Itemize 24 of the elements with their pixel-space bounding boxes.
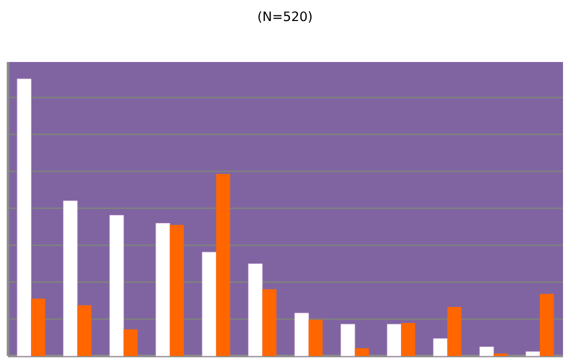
bar (202, 252, 216, 356)
bar (386, 324, 402, 356)
bar (170, 224, 184, 356)
bar (479, 346, 494, 356)
bar (77, 305, 92, 356)
bar (308, 320, 323, 356)
bar (401, 323, 416, 356)
bar (447, 306, 462, 356)
bar (124, 329, 138, 356)
bar (340, 324, 356, 356)
bar (248, 263, 263, 356)
bar (354, 348, 369, 356)
bar (31, 298, 46, 356)
bar (63, 200, 78, 356)
bar (109, 214, 124, 356)
bar (16, 78, 32, 356)
bar (540, 294, 554, 356)
bar (433, 338, 448, 356)
chart-title: (N=520) (258, 11, 312, 23)
bar (156, 223, 170, 356)
bar (294, 312, 309, 356)
bar (262, 289, 276, 356)
bar (526, 351, 540, 356)
bar (216, 174, 230, 356)
